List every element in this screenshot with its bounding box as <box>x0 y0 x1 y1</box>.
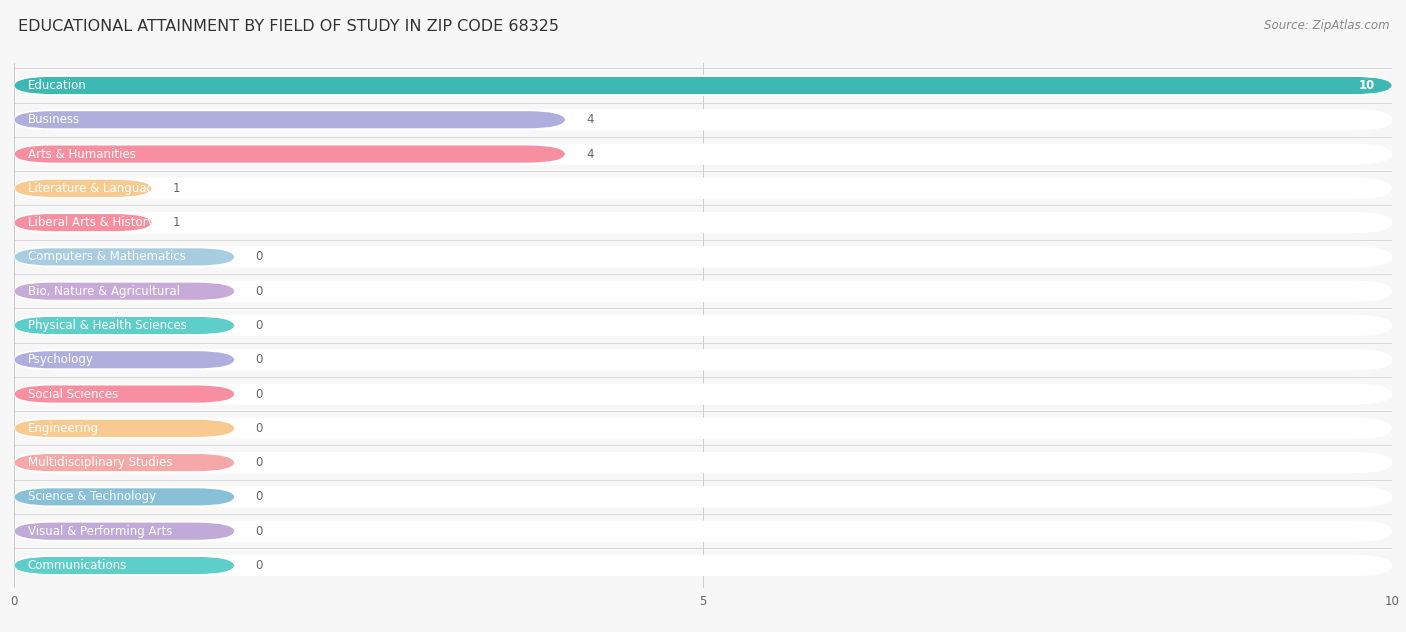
Text: EDUCATIONAL ATTAINMENT BY FIELD OF STUDY IN ZIP CODE 68325: EDUCATIONAL ATTAINMENT BY FIELD OF STUDY… <box>18 19 560 34</box>
FancyBboxPatch shape <box>14 111 565 128</box>
Text: 4: 4 <box>586 113 593 126</box>
Text: Multidisciplinary Studies: Multidisciplinary Studies <box>28 456 173 469</box>
Text: 0: 0 <box>256 353 263 367</box>
Text: Science & Technology: Science & Technology <box>28 490 156 504</box>
Text: 4: 4 <box>586 147 593 161</box>
FancyBboxPatch shape <box>14 521 1392 542</box>
Text: 0: 0 <box>256 422 263 435</box>
Text: Social Sciences: Social Sciences <box>28 387 118 401</box>
Text: 10: 10 <box>1360 79 1375 92</box>
Text: Engineering: Engineering <box>28 422 98 435</box>
Text: Source: ZipAtlas.com: Source: ZipAtlas.com <box>1264 19 1389 32</box>
Text: Physical & Health Sciences: Physical & Health Sciences <box>28 319 187 332</box>
FancyBboxPatch shape <box>14 179 152 197</box>
FancyBboxPatch shape <box>14 77 1392 94</box>
FancyBboxPatch shape <box>14 246 1392 267</box>
FancyBboxPatch shape <box>14 454 235 471</box>
Text: Psychology: Psychology <box>28 353 94 367</box>
Text: Liberal Arts & History: Liberal Arts & History <box>28 216 155 229</box>
FancyBboxPatch shape <box>14 351 235 368</box>
FancyBboxPatch shape <box>14 523 235 540</box>
Text: 0: 0 <box>256 525 263 538</box>
FancyBboxPatch shape <box>14 143 1392 165</box>
FancyBboxPatch shape <box>14 386 235 403</box>
FancyBboxPatch shape <box>14 489 235 506</box>
Text: Bio, Nature & Agricultural: Bio, Nature & Agricultural <box>28 284 180 298</box>
Text: Education: Education <box>28 79 87 92</box>
FancyBboxPatch shape <box>14 349 1392 370</box>
Text: Computers & Mathematics: Computers & Mathematics <box>28 250 186 264</box>
Text: 0: 0 <box>256 319 263 332</box>
FancyBboxPatch shape <box>14 418 1392 439</box>
Text: 0: 0 <box>256 456 263 469</box>
Text: 0: 0 <box>256 559 263 572</box>
FancyBboxPatch shape <box>14 248 235 265</box>
FancyBboxPatch shape <box>14 384 1392 404</box>
Text: 0: 0 <box>256 490 263 504</box>
Text: 0: 0 <box>256 387 263 401</box>
FancyBboxPatch shape <box>14 315 1392 336</box>
FancyBboxPatch shape <box>14 555 1392 576</box>
Text: 0: 0 <box>256 284 263 298</box>
FancyBboxPatch shape <box>14 145 565 162</box>
FancyBboxPatch shape <box>14 214 152 231</box>
FancyBboxPatch shape <box>14 452 1392 473</box>
FancyBboxPatch shape <box>14 486 1392 507</box>
Text: 1: 1 <box>173 216 180 229</box>
FancyBboxPatch shape <box>14 557 235 574</box>
Text: Communications: Communications <box>28 559 127 572</box>
FancyBboxPatch shape <box>14 109 1392 130</box>
FancyBboxPatch shape <box>14 75 1392 96</box>
Text: Arts & Humanities: Arts & Humanities <box>28 147 136 161</box>
Text: 1: 1 <box>173 182 180 195</box>
FancyBboxPatch shape <box>14 283 235 300</box>
FancyBboxPatch shape <box>14 420 235 437</box>
FancyBboxPatch shape <box>14 317 235 334</box>
Text: 0: 0 <box>256 250 263 264</box>
Text: Literature & Languages: Literature & Languages <box>28 182 167 195</box>
FancyBboxPatch shape <box>14 178 1392 199</box>
Text: Business: Business <box>28 113 80 126</box>
FancyBboxPatch shape <box>14 281 1392 302</box>
FancyBboxPatch shape <box>14 212 1392 233</box>
Text: Visual & Performing Arts: Visual & Performing Arts <box>28 525 172 538</box>
